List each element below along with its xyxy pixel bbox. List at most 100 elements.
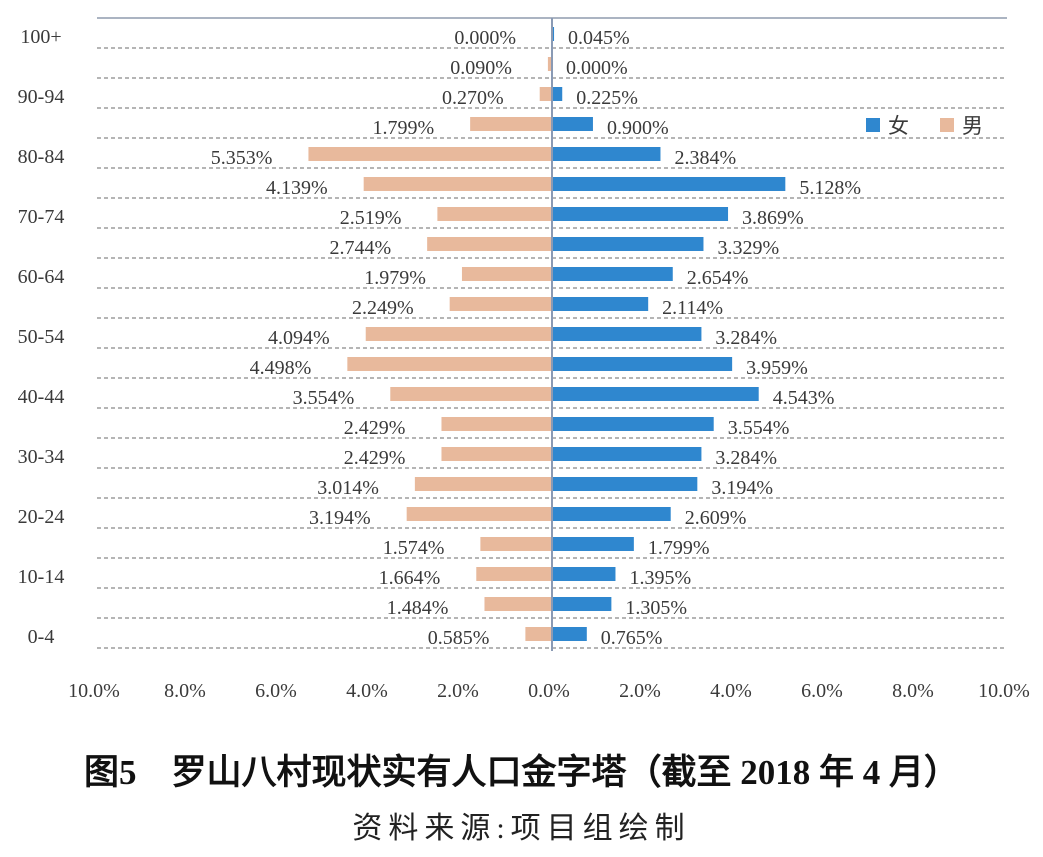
male-bar bbox=[347, 357, 552, 371]
y-tick-label: 80-84 bbox=[18, 146, 65, 168]
x-tick-label: 4.0% bbox=[710, 680, 752, 702]
male-data-label: 1.484% bbox=[387, 597, 449, 619]
female-data-label: 2.384% bbox=[674, 147, 736, 169]
male-data-label: 3.014% bbox=[317, 477, 379, 499]
female-bar bbox=[552, 117, 593, 131]
female-data-label: 3.554% bbox=[728, 417, 790, 439]
population-pyramid-chart: 0.045% 0.000% 0.225% 0.900%2.384% 5.128% 3.86… bbox=[18, 17, 1030, 702]
y-tick-label: 0-4 bbox=[28, 626, 55, 648]
male-bar bbox=[449, 297, 552, 311]
male-bar bbox=[480, 537, 552, 551]
male-data-label: 1.979% bbox=[364, 267, 426, 289]
female-data-label: 3.329% bbox=[717, 237, 779, 259]
male-bar bbox=[437, 207, 552, 221]
x-tick-label: 2.0% bbox=[619, 680, 661, 702]
female-bar bbox=[552, 507, 671, 521]
female-data-label: 2.609% bbox=[685, 507, 747, 529]
male-bar bbox=[441, 417, 552, 431]
male-bar bbox=[539, 87, 552, 101]
male-bar bbox=[427, 237, 552, 251]
x-tick-label: 10.0% bbox=[68, 680, 120, 702]
male-bar bbox=[390, 387, 552, 401]
female-bar bbox=[552, 207, 729, 221]
female-bar bbox=[552, 87, 563, 101]
female-bar bbox=[552, 327, 702, 341]
y-tick-label: 40-44 bbox=[18, 386, 65, 408]
source-note: 资料来源:项目组绘制 bbox=[352, 812, 691, 845]
female-data-label: 0.225% bbox=[576, 87, 638, 109]
x-tick-label: 6.0% bbox=[801, 680, 843, 702]
female-data-label: 2.654% bbox=[687, 267, 749, 289]
male-data-label: 4.498% bbox=[250, 357, 312, 379]
x-axis-labels: 10.0% 8.0% 6.0% 4.0% 2.0% 0.0% 2.0% 4.0% 6.0% 8.0… bbox=[68, 680, 1030, 702]
female-data-label: 4.543% bbox=[773, 387, 835, 409]
female-bar bbox=[552, 237, 704, 251]
female-data-label: 0.000% bbox=[566, 57, 628, 79]
y-tick-label: 50-54 bbox=[18, 326, 65, 348]
y-axis-labels: 100+ 90-94 80-84 70-74 60-64 50-54 40-44 30-34 2… bbox=[18, 26, 65, 648]
male-bar bbox=[406, 507, 552, 521]
female-data-label: 1.395% bbox=[629, 567, 691, 589]
y-tick-label: 70-74 bbox=[18, 206, 65, 228]
male-data-label: 3.554% bbox=[293, 387, 355, 409]
data-labels: 0.045% 0.000% 0.225% 0.900%2.384% 5.128% 3.86… bbox=[211, 27, 861, 649]
female-data-label: 5.128% bbox=[799, 177, 861, 199]
female-bar bbox=[552, 297, 649, 311]
female-bar bbox=[552, 567, 616, 581]
female-data-label: 3.194% bbox=[711, 477, 773, 499]
x-tick-label: 2.0% bbox=[437, 680, 479, 702]
female-data-label: 3.284% bbox=[715, 447, 777, 469]
x-tick-label: 10.0% bbox=[978, 680, 1030, 702]
female-bar bbox=[552, 417, 714, 431]
figure-caption: 图5 罗山八村现状实有人口金字塔（截至 2018 年 4 月） bbox=[83, 753, 959, 792]
male-bar bbox=[363, 177, 552, 191]
female-bar bbox=[552, 267, 673, 281]
y-tick-label: 60-64 bbox=[18, 266, 65, 288]
female-data-label: 3.869% bbox=[742, 207, 804, 229]
female-data-label: 0.900% bbox=[607, 117, 669, 139]
y-tick-label: 90-94 bbox=[18, 86, 65, 108]
female-bar bbox=[552, 147, 661, 161]
male-data-label: 3.194% bbox=[309, 507, 371, 529]
male-data-label: 1.574% bbox=[383, 537, 445, 559]
male-data-label: 2.744% bbox=[329, 237, 391, 259]
female-bar bbox=[552, 387, 759, 401]
male-bar bbox=[547, 57, 552, 71]
x-tick-label: 4.0% bbox=[346, 680, 388, 702]
female-bar bbox=[552, 447, 702, 461]
male-legend-swatch bbox=[940, 118, 954, 132]
x-tick-label: 0.0% bbox=[528, 680, 570, 702]
female-bar bbox=[552, 627, 587, 641]
female-data-label: 2.114% bbox=[662, 297, 723, 319]
male-data-label: 0.000% bbox=[454, 27, 516, 49]
y-tick-label: 20-24 bbox=[18, 506, 65, 528]
male-data-label: 2.429% bbox=[344, 417, 406, 439]
male-bar bbox=[461, 267, 552, 281]
female-legend-label: 女 bbox=[888, 114, 909, 138]
male-data-label: 1.664% bbox=[379, 567, 441, 589]
male-legend-label: 男 bbox=[962, 114, 983, 138]
male-data-label: 1.799% bbox=[372, 117, 434, 139]
male-data-label: 2.429% bbox=[344, 447, 406, 469]
male-bar bbox=[441, 447, 552, 461]
male-data-label: 0.090% bbox=[450, 57, 512, 79]
bars bbox=[308, 27, 786, 641]
female-bar bbox=[552, 477, 698, 491]
male-data-label: 2.249% bbox=[352, 297, 414, 319]
x-tick-label: 8.0% bbox=[892, 680, 934, 702]
female-bar bbox=[552, 27, 555, 41]
male-data-label: 4.094% bbox=[268, 327, 330, 349]
y-tick-label: 30-34 bbox=[18, 446, 65, 468]
female-data-label: 1.799% bbox=[648, 537, 710, 559]
x-tick-label: 8.0% bbox=[164, 680, 206, 702]
male-data-label: 5.353% bbox=[211, 147, 273, 169]
male-bar bbox=[484, 597, 552, 611]
female-data-label: 1.305% bbox=[625, 597, 687, 619]
x-tick-label: 6.0% bbox=[255, 680, 297, 702]
female-data-label: 0.765% bbox=[601, 627, 663, 649]
male-data-label: 2.519% bbox=[340, 207, 402, 229]
male-bar bbox=[414, 477, 552, 491]
female-bar bbox=[552, 537, 634, 551]
male-bar bbox=[365, 327, 552, 341]
